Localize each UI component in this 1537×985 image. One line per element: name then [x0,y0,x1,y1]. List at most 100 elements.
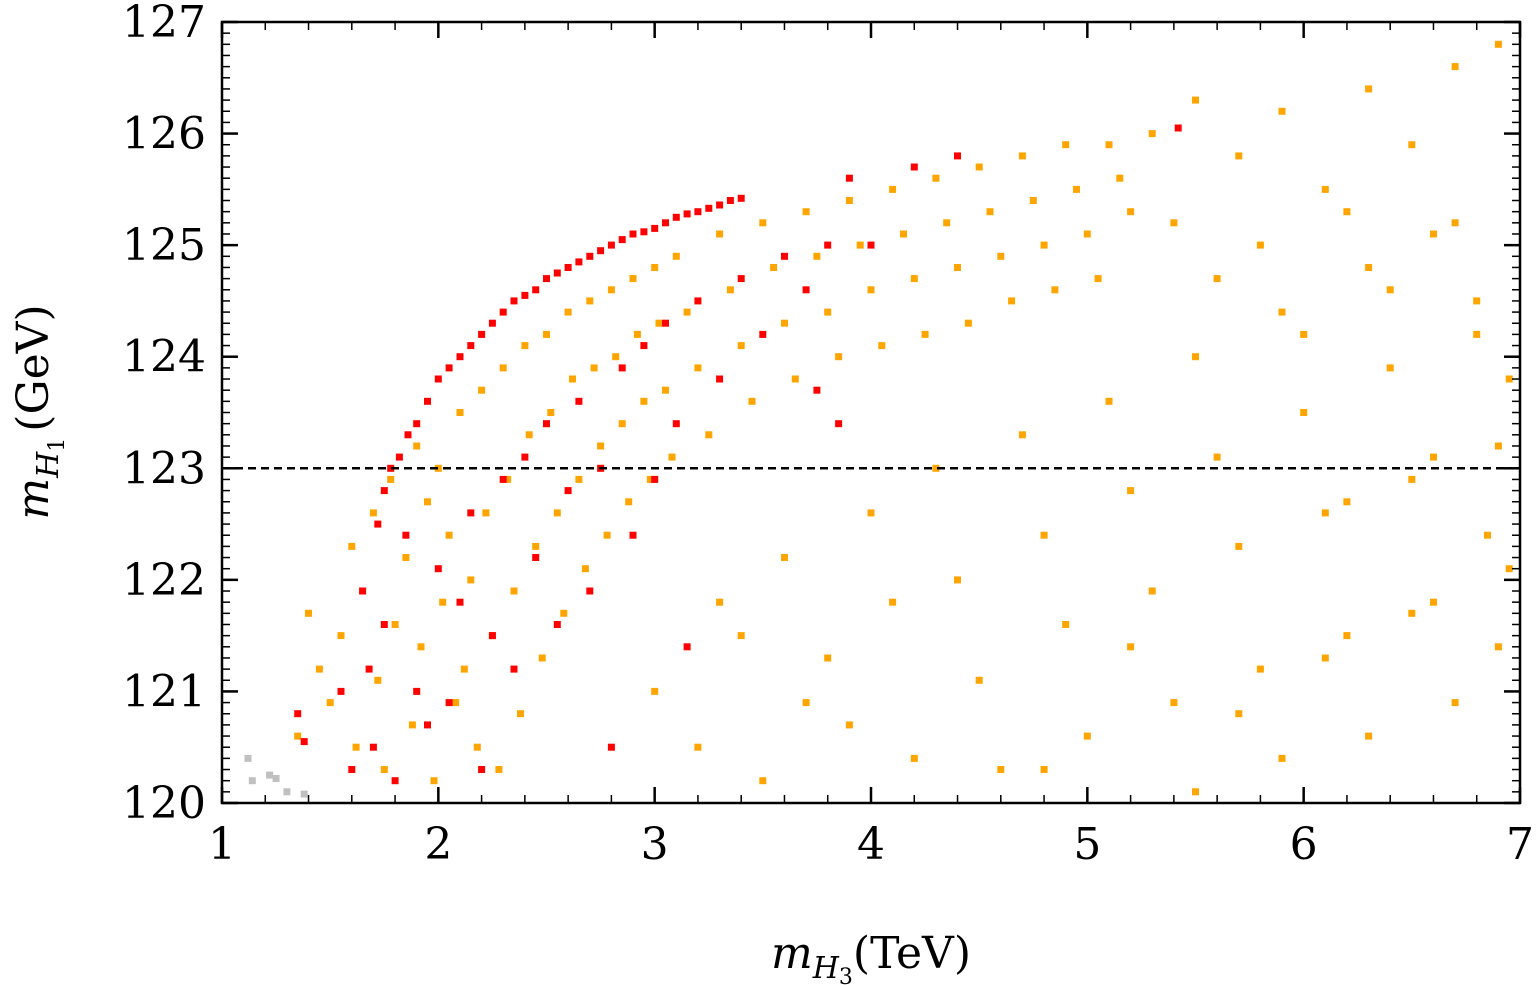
data-point-s2-53 [532,554,540,561]
data-point-s2-21 [586,252,594,260]
data-point-s1-77 [824,308,832,316]
data-point-s1-165 [1321,654,1329,662]
data-point-s1-142 [1494,442,1502,450]
data-point-s1-82 [878,342,886,350]
data-point-s1-21 [445,531,453,539]
data-point-s2-1 [380,487,388,495]
data-point-s1-2 [315,665,323,673]
data-point-s2-6 [424,397,431,405]
data-point-s1-97 [1040,241,1048,249]
data-point-s1-1 [305,609,312,617]
y-tick-label-0: 120 [122,778,206,829]
data-point-s1-146 [1235,152,1243,160]
data-point-s1-36 [525,431,533,439]
data-point-s2-45 [445,699,453,707]
data-point-s2-64 [651,475,659,483]
data-point-s1-37 [532,542,540,550]
data-point-s2-83 [300,738,308,746]
data-point-s1-111 [824,654,832,662]
data-point-s1-81 [867,286,875,294]
data-point-s1-155 [1256,241,1264,249]
data-point-s1-34 [517,710,524,718]
data-point-s1-156 [1300,330,1308,338]
data-point-s1-47 [586,297,594,305]
data-point-s1-56 [633,330,641,338]
data-point-s2-25 [629,230,637,238]
data-point-s1-12 [391,621,399,628]
data-point-s1-43 [564,308,572,316]
data-point-s1-160 [1473,297,1481,305]
data-point-s1-150 [1408,141,1416,149]
data-point-s2-7 [434,375,442,383]
data-point-s2-85 [348,766,356,773]
data-point-s1-173 [1127,643,1135,651]
data-point-s1-152 [1494,40,1502,48]
data-point-s2-36 [359,587,367,595]
data-point-s2-32 [705,204,713,212]
data-point-s1-80 [856,241,864,249]
data-point-s1-175 [802,699,810,707]
data-point-s2-44 [434,565,442,573]
data-point-s2-77 [845,174,853,182]
data-point-s1-116 [932,464,940,472]
data-point-s1-64 [683,308,691,316]
data-point-s2-28 [662,219,669,227]
data-point-s1-45 [575,475,583,483]
data-point-s2-5 [413,420,421,428]
data-point-s1-153 [1170,219,1178,227]
data-point-s2-67 [683,643,691,651]
data-point-s1-145 [1192,96,1199,104]
x-axis-title: mH3(TeV) [771,928,971,985]
data-point-s2-2 [387,464,395,472]
data-point-s2-66 [672,420,680,428]
data-point-s1-19 [434,464,442,472]
data-point-s1-133 [1300,409,1308,416]
data-point-s1-139 [1430,598,1437,606]
data-point-s1-92 [986,208,994,216]
data-point-s2-57 [575,397,583,405]
data-point-s1-26 [473,743,481,751]
data-point-s1-171 [1430,453,1437,461]
data-point-s1-57 [640,397,648,405]
data-point-s1-20 [439,598,447,606]
y-tick-label-1: 121 [122,666,206,717]
data-point-s2-42 [413,687,421,695]
data-point-s1-117 [954,576,961,584]
data-point-s2-75 [824,241,832,249]
data-point-s2-80 [954,152,961,160]
data-point-s1-10 [380,766,388,773]
data-point-s2-30 [683,210,691,218]
data-point-s1-90 [964,319,972,327]
data-point-s1-6 [352,743,360,751]
data-point-s1-68 [726,286,734,294]
data-point-s1-61 [662,386,669,394]
x-tick-label-3: 4 [857,819,885,870]
data-point-s2-3 [395,453,403,461]
data-point-s2-49 [488,632,496,640]
data-point-s1-0 [294,732,302,740]
data-point-s1-5 [348,542,356,550]
data-point-s1-83 [889,185,897,193]
data-point-s1-124 [1105,397,1113,405]
data-point-s1-126 [1148,587,1156,595]
data-point-s2-55 [553,621,561,628]
data-point-s1-149 [1365,85,1373,93]
data-point-s1-108 [737,632,745,640]
data-point-s1-136 [1365,264,1373,271]
x-tick-label-5: 6 [1290,819,1318,870]
data-point-s1-86 [921,330,929,338]
data-point-s1-32 [504,475,512,483]
data-point-s2-47 [467,509,475,517]
data-point-s2-74 [813,386,821,394]
data-point-s2-11 [478,330,486,338]
data-point-s2-39 [380,621,388,628]
data-point-s1-13 [402,554,410,561]
data-point-s1-25 [467,576,475,584]
data-point-s1-65 [694,364,702,372]
data-point-s1-23 [456,409,464,416]
data-point-s1-176 [716,598,724,606]
data-point-s1-46 [581,565,589,573]
data-point-s1-39 [543,330,550,338]
data-point-s1-3 [326,699,334,707]
